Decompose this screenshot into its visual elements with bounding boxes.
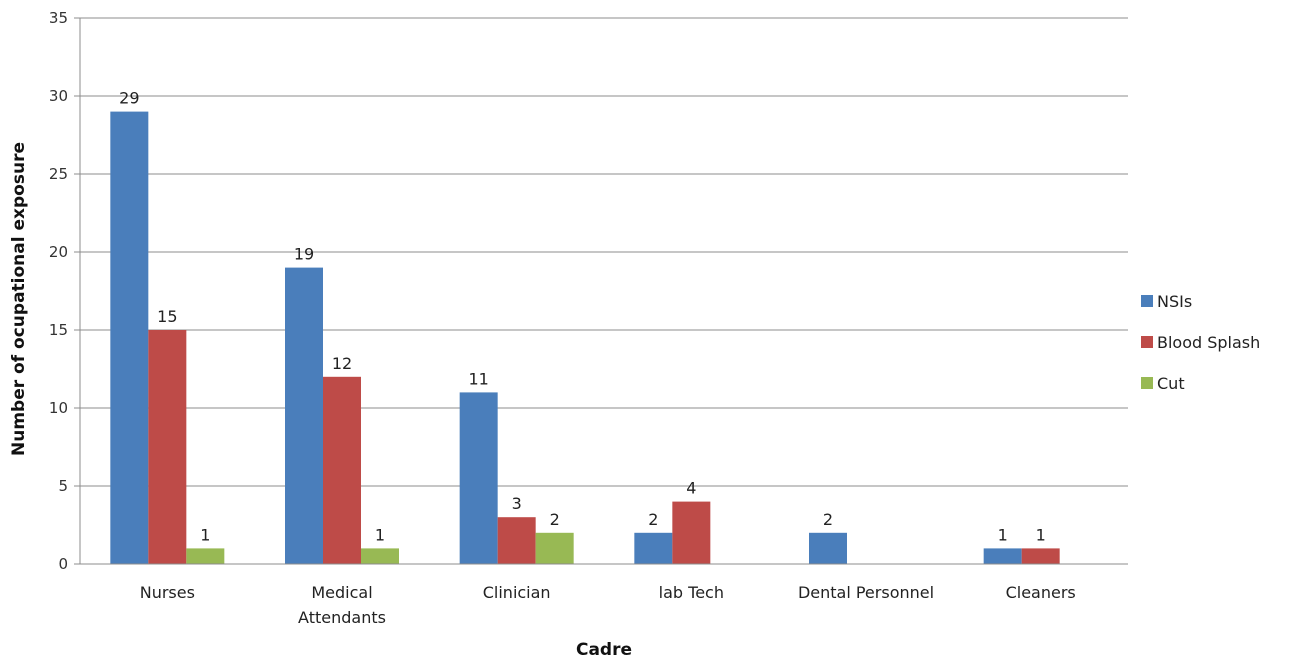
bar-nsis [809,532,847,564]
data-label: 15 [157,307,177,326]
data-label: 2 [648,510,658,529]
bar-blood-splash [148,330,187,564]
legend: NSIs Blood Splash Cut [1141,292,1260,393]
data-label: 1 [998,525,1008,544]
y-tick-label: 20 [49,243,68,261]
bar-blood-splash [497,517,536,564]
data-label: 1 [200,525,210,544]
x-category-label: Medical [311,583,372,602]
legend-swatch [1141,377,1153,389]
y-tick-label: 35 [49,9,68,27]
y-axis-title: Number of ocupational exposure [9,142,29,456]
bar-blood-splash [1021,548,1060,564]
bar-blood-splash [672,501,711,564]
bars [110,111,1060,564]
data-label: 1 [375,525,385,544]
bar-nsis [285,267,323,564]
data-label: 29 [119,89,139,108]
data-label: 3 [512,494,522,513]
data-label: 12 [332,354,352,373]
y-tick-label: 15 [49,321,68,339]
bar-blood-splash [323,376,361,564]
y-tick-label: 0 [58,555,68,573]
data-label: 2 [823,510,833,529]
x-category-label: lab Tech [659,583,724,602]
legend-swatch [1141,295,1153,307]
legend-label: Blood Splash [1157,333,1260,352]
bar-cut [186,548,225,564]
y-tick-label: 25 [49,165,68,183]
data-label: 1 [1036,525,1046,544]
x-axis-categories: Nurses Medical Attendants Clinician lab Tech… [140,583,1076,627]
x-category-label: Dental Personnel [798,583,934,602]
bar-nsis [459,392,498,564]
x-category-label: Attendants [298,608,386,627]
y-tick-label: 10 [49,399,68,417]
legend-label: Cut [1157,374,1185,393]
bar-nsis [983,548,1022,564]
x-category-label: Cleaners [1006,583,1076,602]
bar-cut [361,548,399,564]
data-label: 11 [468,369,488,388]
legend-label: NSIs [1157,292,1192,311]
data-label: 19 [294,245,314,264]
x-axis-title: Cadre [576,640,632,660]
bar-nsis [634,532,673,564]
data-label: 2 [550,510,560,529]
gridlines [80,17,1128,487]
x-category-label: Clinician [483,583,551,602]
x-category-label: Nurses [140,583,195,602]
y-axis-ticks: 0 5 10 15 20 25 30 35 [49,9,81,573]
data-label: 4 [686,479,696,498]
legend-swatch [1141,336,1153,348]
bar-nsis [110,111,149,564]
y-tick-label: 5 [58,477,68,495]
bar-cut [535,532,574,564]
y-tick-label: 30 [49,87,68,105]
